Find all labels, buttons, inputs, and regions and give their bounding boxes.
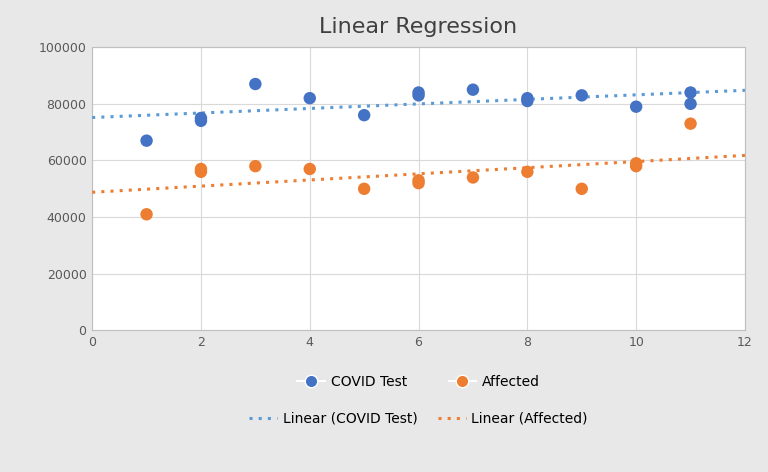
Affected bbox=[521, 168, 534, 176]
Affected bbox=[358, 185, 370, 193]
COVID Test bbox=[249, 80, 261, 88]
COVID Test bbox=[412, 92, 425, 99]
COVID Test bbox=[576, 92, 588, 99]
COVID Test bbox=[684, 89, 697, 96]
COVID Test bbox=[684, 100, 697, 108]
Affected bbox=[412, 177, 425, 184]
Affected bbox=[303, 165, 316, 173]
COVID Test bbox=[141, 137, 153, 144]
Affected bbox=[195, 168, 207, 176]
COVID Test bbox=[195, 114, 207, 122]
Legend: Linear (COVID Test), Linear (Affected): Linear (COVID Test), Linear (Affected) bbox=[243, 406, 594, 431]
COVID Test bbox=[521, 94, 534, 102]
COVID Test bbox=[412, 89, 425, 96]
Affected bbox=[576, 185, 588, 193]
Title: Linear Regression: Linear Regression bbox=[319, 17, 518, 37]
COVID Test bbox=[630, 103, 642, 110]
Affected bbox=[249, 162, 261, 170]
Affected bbox=[141, 211, 153, 218]
Affected bbox=[195, 165, 207, 173]
Affected bbox=[630, 162, 642, 170]
COVID Test bbox=[303, 94, 316, 102]
COVID Test bbox=[467, 86, 479, 93]
COVID Test bbox=[521, 97, 534, 105]
Affected bbox=[412, 179, 425, 187]
Affected bbox=[630, 160, 642, 167]
Affected bbox=[684, 120, 697, 127]
COVID Test bbox=[195, 117, 207, 125]
Affected bbox=[467, 174, 479, 181]
COVID Test bbox=[358, 111, 370, 119]
